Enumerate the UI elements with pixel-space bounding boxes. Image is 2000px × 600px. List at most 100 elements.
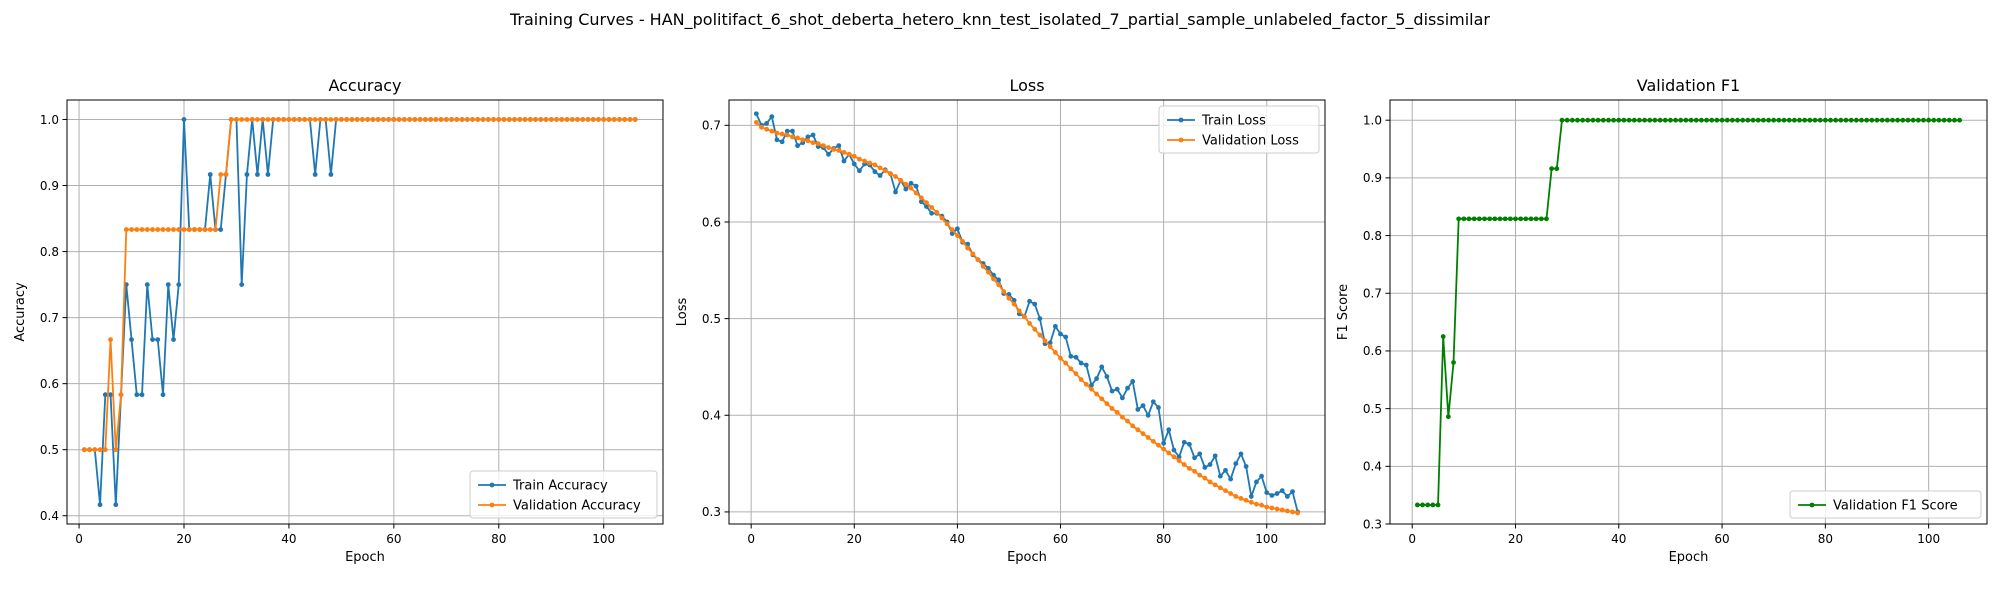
validation-accuracy-point	[255, 117, 260, 122]
validation-f1-score-point	[1719, 117, 1725, 123]
legend-label: Validation F1 Score	[1833, 499, 1958, 514]
validation-f1-score-point	[1946, 117, 1952, 123]
validation-accuracy-point	[496, 117, 502, 122]
validation-loss-point	[1027, 321, 1032, 326]
train-loss-point	[955, 226, 960, 232]
y-tick-label: 1.0	[40, 113, 59, 127]
validation-accuracy-point	[590, 117, 596, 122]
validation-f1-score-point	[1513, 216, 1518, 222]
validation-loss-point	[779, 131, 785, 137]
validation-loss-point	[1290, 509, 1295, 515]
validation-accuracy-point	[396, 117, 402, 122]
y-tick-label: 0.5	[702, 312, 721, 326]
validation-loss-point	[1171, 454, 1177, 460]
validation-accuracy-point	[228, 117, 234, 122]
series-group	[753, 111, 1301, 516]
validation-accuracy-point	[480, 117, 486, 122]
validation-accuracy-point	[291, 117, 297, 122]
validation-accuracy-point	[134, 227, 140, 232]
validation-loss-point	[1068, 366, 1074, 372]
validation-accuracy-point	[386, 117, 392, 122]
validation-accuracy-point	[438, 117, 444, 122]
train-loss-point	[826, 151, 831, 157]
validation-f1-score-point	[1538, 216, 1544, 222]
validation-f1-score-point	[1838, 117, 1844, 123]
validation-loss-point	[1140, 431, 1146, 437]
train-loss-point	[877, 173, 883, 178]
validation-loss-line	[755, 121, 1298, 514]
validation-f1-score-point	[1714, 117, 1720, 123]
validation-accuracy-point	[375, 117, 381, 122]
train-accuracy-point	[171, 337, 176, 343]
validation-loss-point	[815, 141, 821, 147]
y-tick-label: 0.3	[702, 505, 721, 519]
x-tick-label: 60	[1714, 532, 1729, 546]
validation-f1-score-point	[1564, 117, 1570, 123]
validation-accuracy-point	[380, 117, 386, 122]
validation-loss-point	[887, 171, 893, 177]
validation-accuracy-point	[407, 117, 412, 122]
validation-accuracy-point	[596, 117, 601, 122]
validation-accuracy-line	[84, 118, 636, 451]
validation-f1-score-point	[1662, 117, 1668, 123]
train-accuracy-point	[328, 172, 334, 177]
legend-swatch-marker	[1178, 137, 1184, 143]
validation-accuracy-point	[622, 117, 628, 122]
train-accuracy-point	[134, 392, 140, 398]
train-loss-point	[1032, 301, 1038, 307]
y-tick-label: 0.7	[40, 311, 59, 325]
validation-accuracy-point	[344, 117, 350, 122]
validation-accuracy-point	[359, 117, 365, 122]
validation-loss-point	[1119, 414, 1125, 420]
legend-swatch-marker	[1178, 117, 1184, 123]
series-group	[1414, 117, 1963, 508]
validation-f1-score-point	[1590, 117, 1596, 123]
y-tick-label: 0.6	[702, 215, 721, 229]
validation-accuracy-point	[338, 117, 344, 122]
validation-accuracy-point	[575, 117, 580, 122]
validation-f1-score-point	[1420, 502, 1425, 508]
validation-loss-point	[934, 209, 940, 215]
train-accuracy-point	[181, 117, 187, 122]
validation-accuracy-point	[454, 117, 460, 122]
train-loss-point	[1089, 382, 1094, 388]
validation-f1-score-point	[1668, 117, 1673, 123]
train-loss-point	[1052, 323, 1058, 329]
train-loss-point	[872, 169, 878, 175]
validation-loss-point	[857, 156, 862, 162]
validation-loss-point	[996, 282, 1002, 288]
validation-loss-point	[1006, 295, 1012, 301]
validation-loss-point	[1181, 462, 1187, 467]
validation-accuracy-point	[123, 227, 129, 232]
validation-accuracy-point	[165, 227, 171, 232]
validation-f1-score-point	[1502, 216, 1508, 222]
x-tick-label: 40	[1611, 532, 1626, 546]
train-loss-point	[1274, 491, 1280, 496]
validation-f1-score-point	[1828, 117, 1833, 123]
train-accuracy-point	[155, 337, 161, 343]
validation-accuracy-point	[307, 117, 313, 122]
validation-loss-point	[826, 145, 831, 150]
validation-f1-score-point	[1631, 117, 1637, 123]
legend-label: Train Accuracy	[512, 479, 608, 494]
validation-accuracy-point	[171, 227, 176, 232]
validation-f1-score-point	[1797, 117, 1802, 123]
validation-accuracy-point	[181, 227, 187, 232]
validation-accuracy-point	[475, 117, 481, 122]
validation-loss-point	[1279, 507, 1285, 513]
train-loss-point	[996, 277, 1002, 283]
validation-accuracy-point	[113, 447, 119, 453]
validation-loss-point	[1011, 301, 1017, 307]
gridlines	[729, 100, 1325, 524]
validation-f1-score-point	[1776, 117, 1782, 123]
validation-f1-score-point	[1936, 117, 1942, 123]
validation-f1-score-point	[1600, 117, 1606, 123]
train-loss-point	[1181, 439, 1187, 445]
validation-f1-score-point	[1859, 117, 1864, 123]
validation-loss-point	[1073, 371, 1079, 377]
gridlines	[67, 100, 663, 524]
train-accuracy-point	[150, 337, 155, 343]
train-loss-point	[1217, 473, 1223, 479]
validation-loss-point	[1001, 289, 1007, 294]
y-tick-label: 0.6	[1363, 344, 1382, 358]
